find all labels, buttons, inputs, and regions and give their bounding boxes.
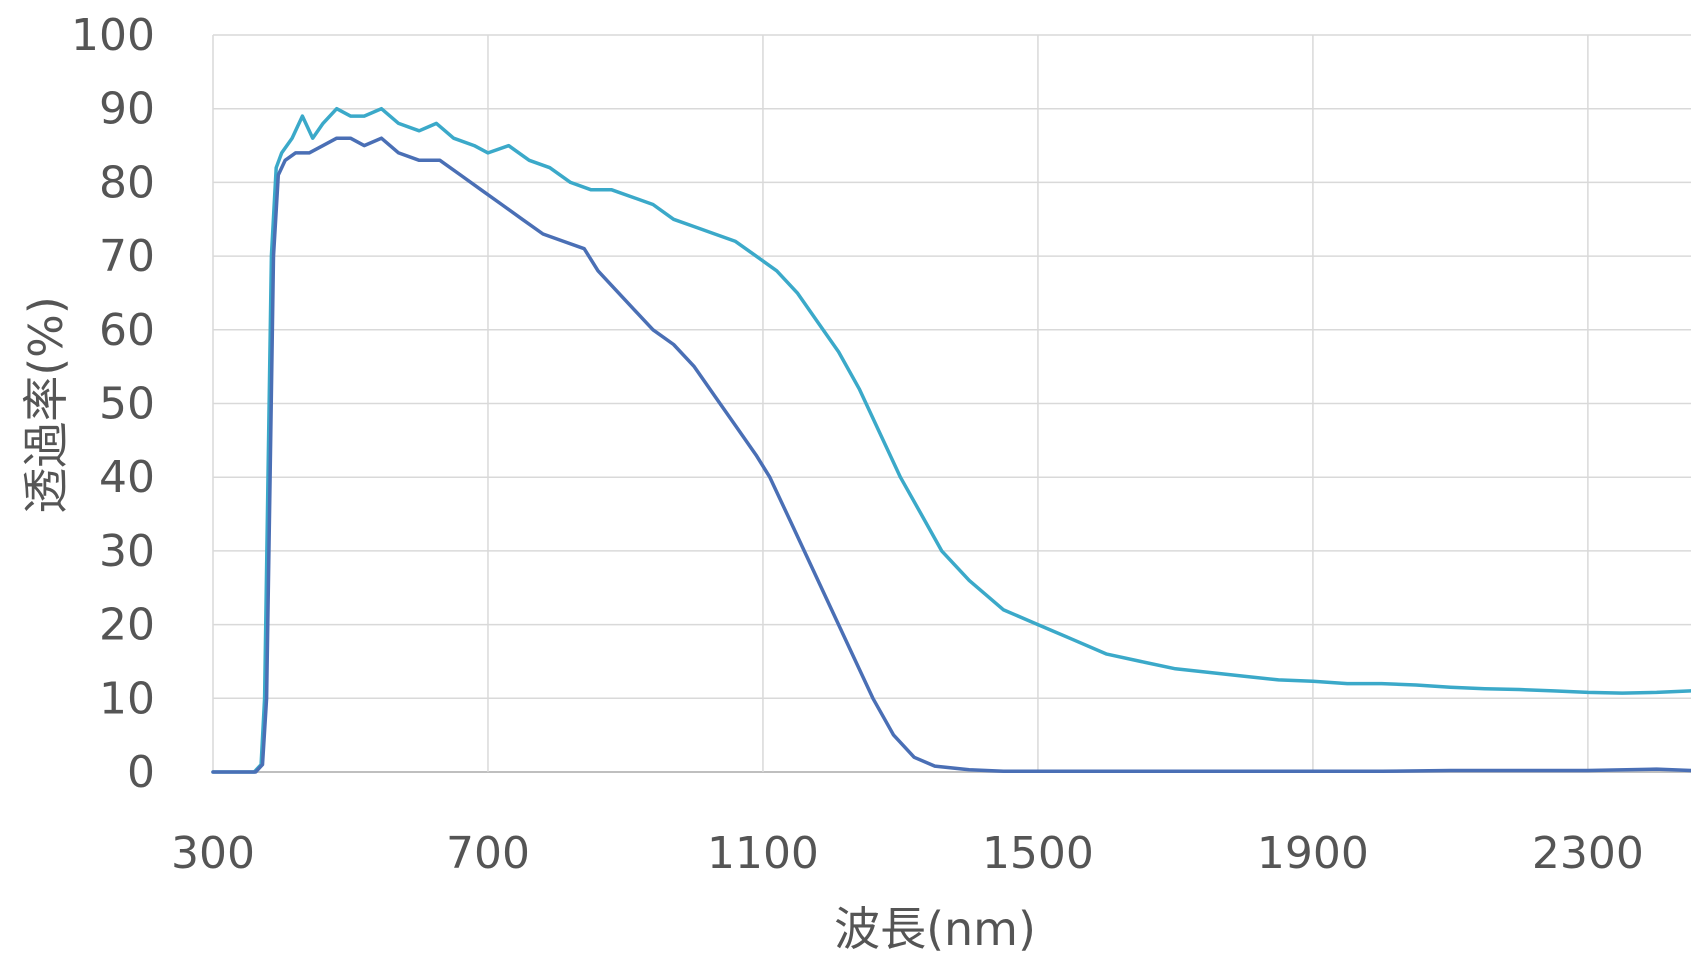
series-layer <box>211 106 1691 774</box>
x-tick-label: 300 <box>171 828 255 879</box>
series-line-2 <box>211 136 1691 774</box>
x-tick-label: 2300 <box>1532 828 1644 879</box>
grid-layer <box>212 34 1691 773</box>
y-tick-label: 20 <box>99 600 155 651</box>
x-tick-label: 1500 <box>982 828 1094 879</box>
y-tick-label: 40 <box>99 452 155 503</box>
y-tick-label: 10 <box>99 673 155 724</box>
tick-layer: 0 10 20 30 40 50 60 70 80 90 100 300 700 1100 1500 1900… <box>71 10 1644 879</box>
x-tick-label: 1900 <box>1257 828 1369 879</box>
x-tick-label: 1100 <box>707 828 819 879</box>
series-line-1 <box>211 106 1691 774</box>
y-tick-label: 100 <box>71 10 155 61</box>
y-tick-label: 0 <box>127 747 155 798</box>
x-axis-label: 波長(nm) <box>834 902 1036 956</box>
y-tick-label: 50 <box>99 379 155 430</box>
y-tick-label: 30 <box>99 526 155 577</box>
y-tick-label: 80 <box>99 157 155 208</box>
y-tick-label: 90 <box>99 84 155 135</box>
y-tick-label: 60 <box>99 305 155 356</box>
y-tick-label: 70 <box>99 231 155 282</box>
y-axis-label: 透過率(%) <box>19 296 73 514</box>
x-tick-label: 700 <box>446 828 530 879</box>
